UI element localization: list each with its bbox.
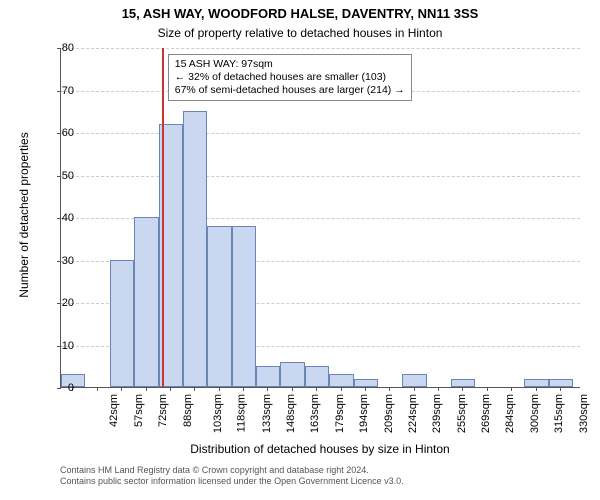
x-tick-label: 330sqm xyxy=(578,394,590,433)
annotation-line: ← 32% of detached houses are smaller (10… xyxy=(175,71,405,84)
reference-marker xyxy=(162,48,164,387)
histogram-bar xyxy=(256,366,280,387)
grid-line xyxy=(61,48,580,49)
histogram-bar xyxy=(549,379,573,388)
x-tick-mark xyxy=(389,387,390,391)
x-tick-label: 103sqm xyxy=(212,394,224,433)
x-tick-label: 315sqm xyxy=(553,394,565,433)
annotation-line: 67% of semi-detached houses are larger (… xyxy=(175,84,405,97)
chart-root: 15, ASH WAY, WOODFORD HALSE, DAVENTRY, N… xyxy=(0,0,600,500)
histogram-bar xyxy=(329,374,353,387)
x-tick-mark xyxy=(121,387,122,391)
y-axis-label: Number of detached properties xyxy=(17,125,31,305)
x-axis-label: Distribution of detached houses by size … xyxy=(60,442,580,456)
y-tick-label: 60 xyxy=(44,127,74,139)
x-tick-label: 42sqm xyxy=(108,394,120,427)
x-tick-mark xyxy=(487,387,488,391)
histogram-bar xyxy=(232,226,256,388)
histogram-bar xyxy=(280,362,304,388)
x-tick-mark xyxy=(560,387,561,391)
y-tick-label: 70 xyxy=(44,85,74,97)
x-tick-label: 194sqm xyxy=(358,394,370,433)
x-tick-label: 269sqm xyxy=(480,394,492,433)
histogram-bar xyxy=(134,217,158,387)
x-tick-label: 133sqm xyxy=(261,394,273,433)
x-tick-label: 209sqm xyxy=(383,394,395,433)
footer-line: Contains public sector information licen… xyxy=(60,476,580,487)
y-tick-label: 30 xyxy=(44,255,74,267)
histogram-bar xyxy=(451,379,475,388)
y-tick-label: 10 xyxy=(44,340,74,352)
x-tick-mark xyxy=(341,387,342,391)
x-tick-mark xyxy=(194,387,195,391)
histogram-bar xyxy=(305,366,329,387)
x-tick-label: 148sqm xyxy=(285,394,297,433)
histogram-bar xyxy=(207,226,231,388)
footer: Contains HM Land Registry data © Crown c… xyxy=(60,465,580,487)
x-tick-mark xyxy=(438,387,439,391)
x-tick-label: 88sqm xyxy=(182,394,194,427)
chart-title: 15, ASH WAY, WOODFORD HALSE, DAVENTRY, N… xyxy=(0,6,600,21)
x-tick-mark xyxy=(414,387,415,391)
x-tick-mark xyxy=(511,387,512,391)
x-tick-mark xyxy=(243,387,244,391)
footer-line: Contains HM Land Registry data © Crown c… xyxy=(60,465,580,476)
grid-line xyxy=(61,133,580,134)
x-tick-label: 72sqm xyxy=(157,394,169,427)
histogram-bar xyxy=(183,111,207,387)
x-tick-label: 179sqm xyxy=(334,394,346,433)
x-tick-label: 284sqm xyxy=(505,394,517,433)
x-tick-mark xyxy=(97,387,98,391)
x-tick-mark xyxy=(219,387,220,391)
x-tick-label: 300sqm xyxy=(529,394,541,433)
grid-line xyxy=(61,176,580,177)
x-tick-label: 255sqm xyxy=(456,394,468,433)
x-tick-label: 118sqm xyxy=(236,394,248,432)
x-tick-mark xyxy=(536,387,537,391)
x-tick-label: 57sqm xyxy=(133,394,145,427)
x-tick-label: 224sqm xyxy=(407,394,419,433)
x-tick-mark xyxy=(292,387,293,391)
histogram-bar xyxy=(110,260,134,388)
x-tick-mark xyxy=(146,387,147,391)
histogram-bar xyxy=(354,379,378,388)
histogram-bar xyxy=(524,379,548,388)
plot-area: 15 ASH WAY: 97sqm ← 32% of detached hous… xyxy=(60,48,580,388)
y-tick-label: 80 xyxy=(44,42,74,54)
histogram-bar xyxy=(402,374,426,387)
x-tick-mark xyxy=(316,387,317,391)
x-tick-mark xyxy=(462,387,463,391)
y-tick-label: 20 xyxy=(44,297,74,309)
x-tick-label: 163sqm xyxy=(310,394,322,433)
y-tick-label: 50 xyxy=(44,170,74,182)
x-tick-mark xyxy=(267,387,268,391)
x-tick-label: 239sqm xyxy=(431,394,443,433)
chart-subtitle: Size of property relative to detached ho… xyxy=(0,26,600,40)
y-tick-label: 0 xyxy=(44,382,74,394)
x-tick-mark xyxy=(365,387,366,391)
y-tick-label: 40 xyxy=(44,212,74,224)
annotation-line: 15 ASH WAY: 97sqm xyxy=(175,58,405,71)
x-tick-mark xyxy=(170,387,171,391)
annotation-box: 15 ASH WAY: 97sqm ← 32% of detached hous… xyxy=(168,54,412,101)
